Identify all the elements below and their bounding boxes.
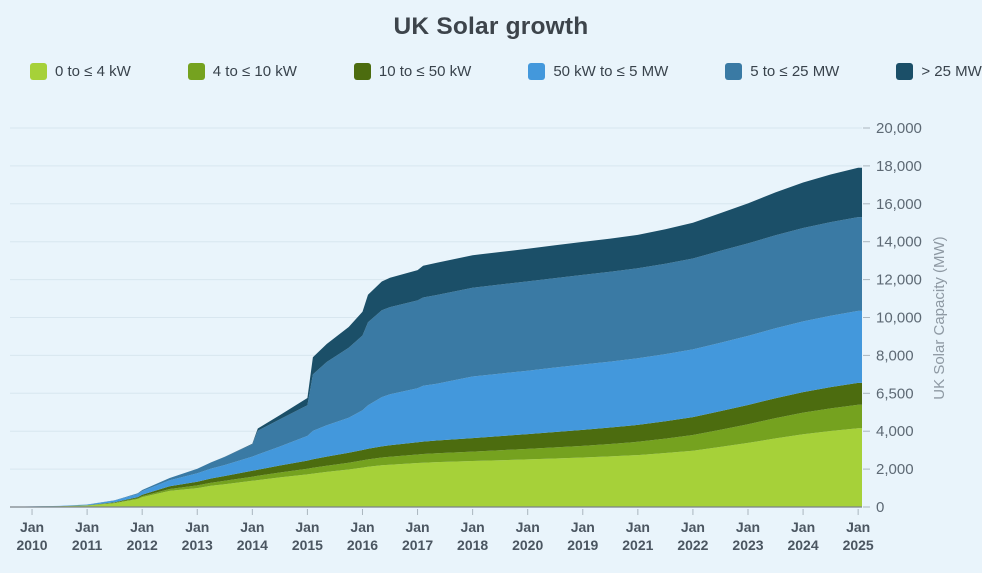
- y-tick-label: 16,000: [876, 196, 922, 213]
- area-series-4: [10, 217, 862, 507]
- legend-swatch-icon: [896, 63, 914, 80]
- x-tick-label: Jan 2021: [622, 519, 653, 553]
- y-tick-label: 20,000: [876, 120, 922, 137]
- y-tick-label: 12,000: [876, 272, 922, 289]
- legend-label: 0 to ≤ 4 kW: [55, 63, 131, 80]
- x-tick-label: Jan 2019: [567, 519, 598, 553]
- y-tick-label: 2,000: [876, 461, 914, 478]
- legend-item-50kw-to-5mw[interactable]: 50 kW to ≤ 5 MW: [528, 63, 668, 80]
- y-tick-label: 14,000: [876, 234, 922, 251]
- chart-title: UK Solar growth: [393, 13, 589, 40]
- area-series-1: [10, 404, 862, 507]
- x-tick-label: Jan 2013: [182, 519, 213, 553]
- legend-label: 50 kW to ≤ 5 MW: [553, 63, 669, 80]
- chart-legend: 0 to ≤ 4 kW 4 to ≤ 10 kW 10 to ≤ 50 kW 5…: [30, 63, 982, 80]
- y-tick-label: 8,000: [876, 347, 914, 364]
- y-tick-label: 18,000: [876, 158, 922, 175]
- legend-swatch-icon: [528, 63, 546, 80]
- x-tick-label: Jan 2023: [732, 519, 763, 553]
- area-series-0: [10, 428, 862, 507]
- y-tick-label: 10,000: [876, 310, 922, 327]
- legend-swatch-icon: [187, 63, 205, 80]
- x-tick-label: Jan 2017: [402, 519, 433, 553]
- x-tick-label: Jan 2012: [127, 519, 158, 553]
- legend-item-5-to-25mw[interactable]: 5 to ≤ 25 MW: [725, 63, 839, 80]
- y-tick-label: 6,500: [876, 385, 914, 402]
- area-series-3: [10, 310, 862, 507]
- x-tick-label: Jan 2024: [787, 519, 818, 553]
- area-series-2: [10, 382, 862, 507]
- legend-swatch-icon: [30, 63, 47, 80]
- legend-item-10-to-50kw[interactable]: 10 to ≤ 50 kW: [353, 63, 472, 80]
- legend-label: 10 to ≤ 50 kW: [378, 63, 472, 80]
- x-tick-label: Jan 2014: [237, 519, 268, 553]
- axis-labels: 0 2,000 4,000 6,500 8,000 10,000 12,000 14,000 1…: [16, 120, 948, 553]
- x-tick-label: Jan 2025: [843, 519, 874, 553]
- x-tick-label: Jan 2011: [72, 519, 103, 553]
- x-tick-label: Jan 2010: [16, 519, 47, 553]
- y-tick-label: 0: [876, 499, 884, 516]
- y-axis-title: UK Solar Capacity (MW): [931, 236, 948, 399]
- legend-item-4-to-10kw[interactable]: 4 to ≤ 10 kW: [187, 63, 297, 80]
- legend-item-0-to-4kw[interactable]: 0 to ≤ 4 kW: [30, 63, 131, 80]
- x-tick-label: Jan 2020: [512, 519, 543, 553]
- axes: [10, 127, 870, 515]
- legend-swatch-icon: [725, 63, 743, 80]
- legend-label: 5 to ≤ 25 MW: [750, 63, 840, 80]
- x-tick-label: Jan 2018: [457, 519, 488, 553]
- legend-swatch-icon: [353, 63, 371, 80]
- x-tick-label: Jan 2015: [292, 519, 323, 553]
- area-series-5: [10, 167, 862, 507]
- legend-label: 4 to ≤ 10 kW: [212, 63, 297, 80]
- legend-label: > 25 MW: [921, 63, 982, 80]
- x-tick-label: Jan 2022: [677, 519, 708, 553]
- area-series: [10, 167, 862, 507]
- y-tick-label: 4,000: [876, 423, 914, 440]
- legend-item-over-25mw[interactable]: > 25 MW: [896, 63, 982, 80]
- x-tick-label: Jan 2016: [347, 519, 378, 553]
